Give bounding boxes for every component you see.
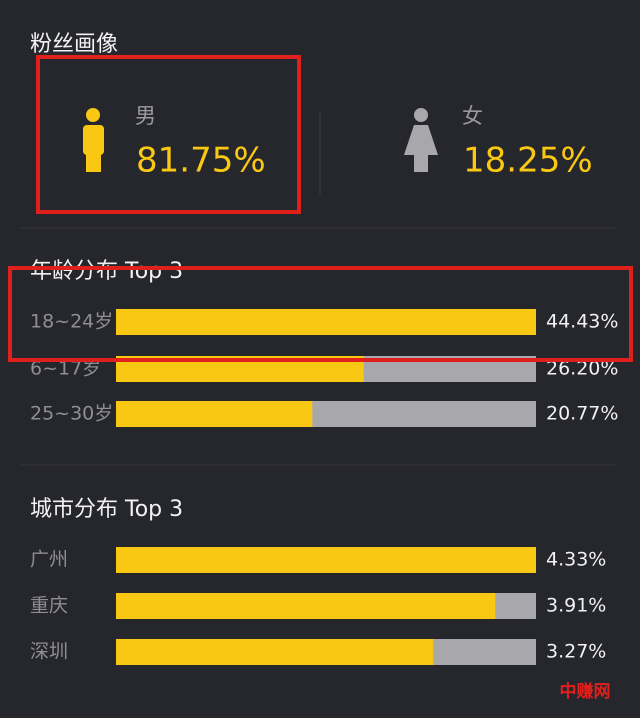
section-title: 粉丝画像: [30, 32, 118, 57]
row-value: 3.27%: [546, 641, 606, 663]
female-label: 女: [462, 104, 483, 128]
male-label: 男: [135, 104, 156, 128]
row-value: 4.33%: [546, 549, 606, 571]
row-label: 深圳: [30, 641, 68, 663]
highlight-box: [8, 266, 633, 362]
section-title: 城市分布 Top 3: [30, 497, 183, 522]
female-value: 18.25%: [463, 141, 593, 181]
bar: [116, 639, 434, 665]
bar: [116, 309, 536, 335]
row-value: 3.91%: [546, 595, 606, 617]
row-value: 20.77%: [546, 403, 618, 425]
watermark: 中赚网: [560, 681, 611, 702]
row-label: 6~17岁: [30, 358, 101, 380]
bar: [116, 593, 496, 619]
highlight-box: [36, 55, 301, 214]
row-label: 重庆: [30, 595, 68, 617]
row-label: 广州: [30, 549, 68, 571]
bar: [116, 547, 536, 573]
row-value: 26.20%: [546, 358, 618, 380]
section-title: 年龄分布 Top 3: [30, 259, 183, 284]
row-label: 18~24岁: [30, 311, 113, 333]
male-value: 81.75%: [136, 141, 266, 181]
bar: [116, 401, 313, 427]
male-icon: [83, 108, 104, 172]
row-label: 25~30岁: [30, 403, 113, 425]
rows: 18~24岁 44.43% 6~17岁 26.20% 25~30岁 20.77% 广州 4.3…: [30, 309, 618, 665]
female-icon: [404, 108, 438, 172]
row-value: 44.43%: [546, 311, 618, 333]
